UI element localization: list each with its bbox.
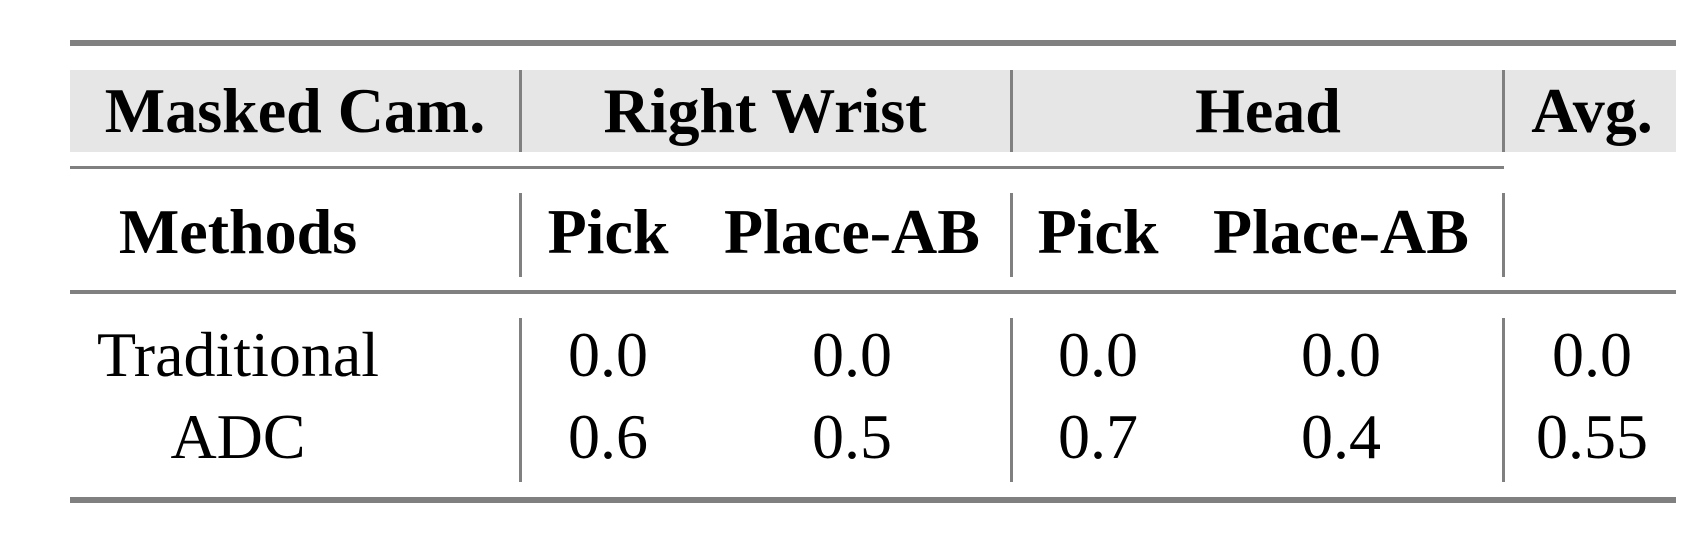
- cell-value: 0.0: [1301, 319, 1381, 390]
- bottom-rule: [70, 497, 1676, 503]
- cell-value: 0.0: [1058, 319, 1138, 390]
- header-masked-cam: Masked Cam.: [104, 75, 486, 146]
- header-background: [70, 70, 1676, 152]
- header-avg: Avg.: [1531, 75, 1653, 146]
- header-head-pick: Pick: [1037, 196, 1159, 267]
- cell-value: 0.0: [812, 319, 892, 390]
- method-name: ADC: [170, 401, 306, 472]
- column-separator: [1010, 193, 1013, 277]
- cell-value: 0.5: [812, 401, 892, 472]
- column-separator: [1502, 193, 1505, 277]
- cell-value: 0.4: [1301, 401, 1381, 472]
- header-head: Head: [1195, 75, 1341, 146]
- cell-value: 0.0: [568, 319, 648, 390]
- header-head-place-ab: Place-AB: [1213, 196, 1469, 267]
- mid-rule: [70, 290, 1676, 294]
- method-name: Traditional: [96, 319, 380, 390]
- column-separator: [519, 70, 522, 152]
- header-rw-pick: Pick: [547, 196, 669, 267]
- header-methods: Methods: [118, 196, 358, 267]
- top-rule: [70, 40, 1676, 46]
- cell-value: 0.0: [1552, 319, 1632, 390]
- cell-value: 0.55: [1536, 401, 1648, 472]
- column-separator: [519, 318, 522, 482]
- column-separator: [1010, 318, 1013, 482]
- column-separator: [1502, 318, 1505, 482]
- column-separator: [1010, 70, 1013, 152]
- header-right-wrist: Right Wrist: [603, 75, 927, 146]
- cell-value: 0.7: [1058, 401, 1138, 472]
- header-rw-place-ab: Place-AB: [724, 196, 980, 267]
- column-separator: [519, 193, 522, 277]
- column-separator: [1502, 70, 1505, 152]
- header-subrule: [70, 166, 1504, 169]
- cell-value: 0.6: [568, 401, 648, 472]
